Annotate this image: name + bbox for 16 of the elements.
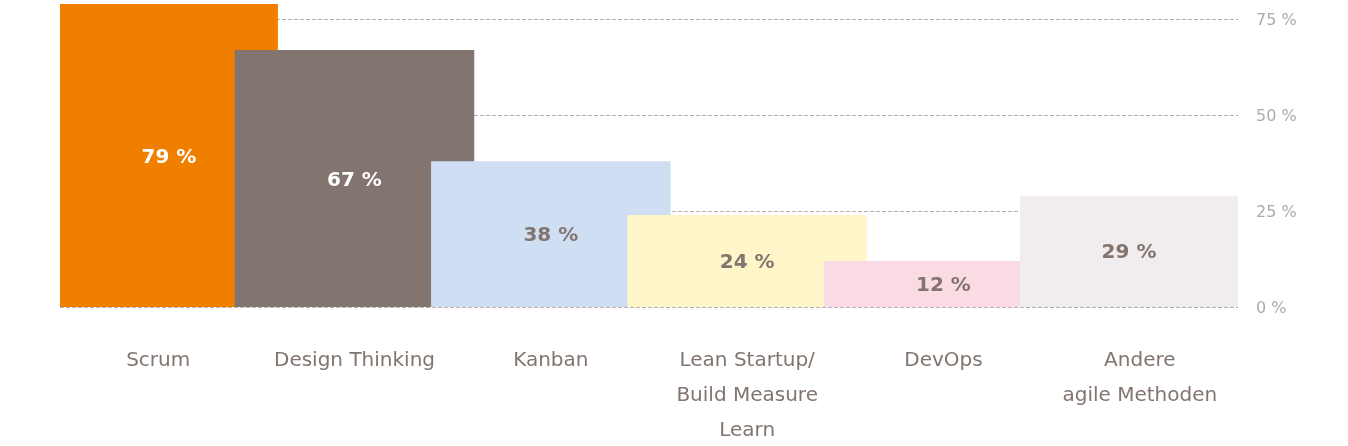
y-tick-label: 25 % [1256,201,1297,221]
data-label: 38 % [523,222,579,247]
x-tick-label: Lean Startup/ Build Measure Learn [676,346,818,441]
x-tick-label: DevOps [904,346,983,371]
data-label: 12 % [916,271,971,296]
data-label: 67 % [327,166,382,191]
data-label: 24 % [719,248,775,273]
y-tick-label: 0 % [1256,297,1287,317]
x-tick-label: Scrum [126,346,191,371]
x-tick-label: Design Thinking [273,346,436,371]
data-label: 79 % [141,143,197,168]
data-label: 29 % [1101,239,1157,264]
x-tick-label: Kanban [513,346,589,371]
y-tick-label: 75 % [1256,9,1297,29]
y-tick-label: 50 % [1256,105,1297,125]
x-tick-label: Andere agile Methoden [1062,346,1218,406]
